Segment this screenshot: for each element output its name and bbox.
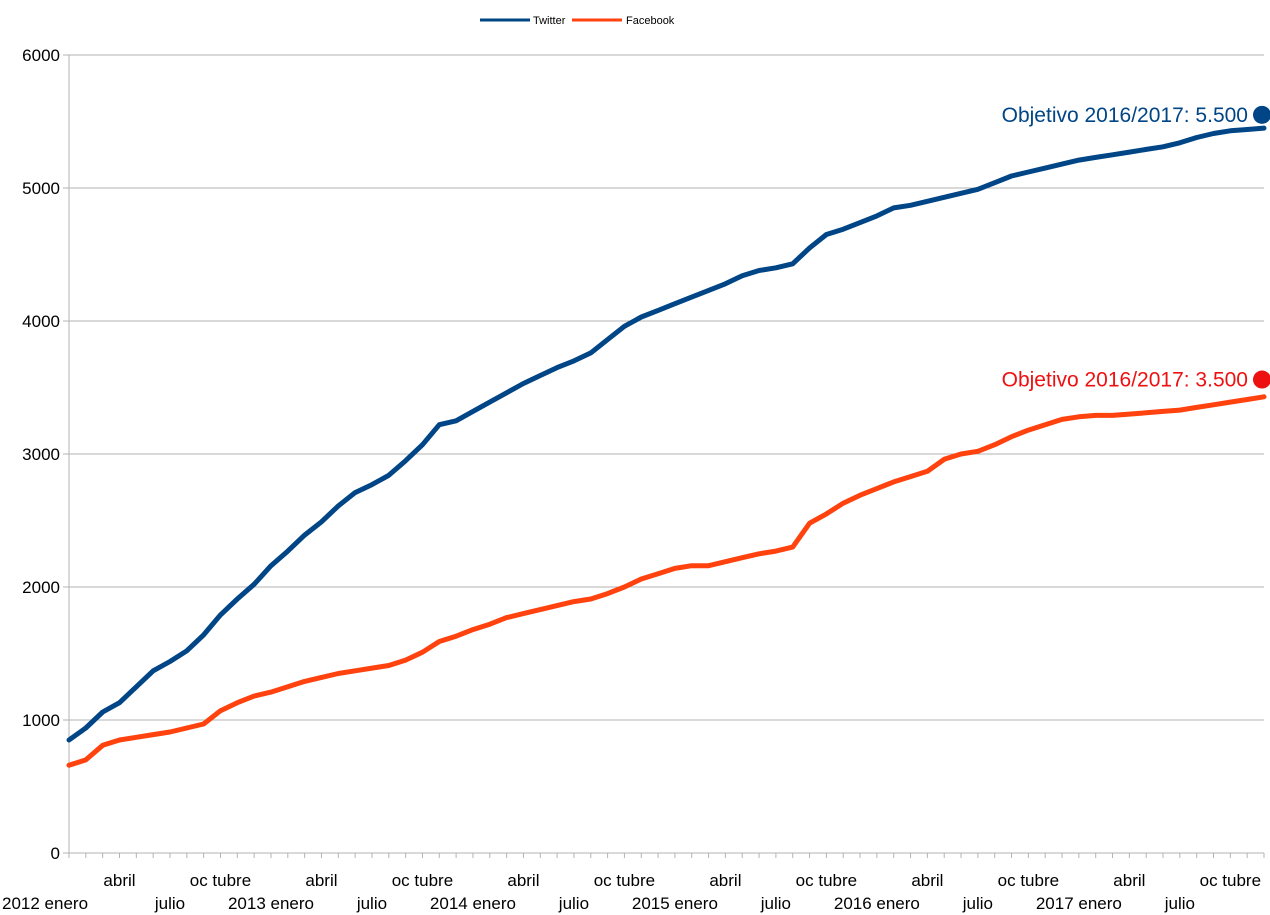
legend-label-facebook: Facebook (626, 15, 675, 27)
y-tick-label-1000: 1000 (22, 711, 60, 730)
legend-item-twitter: Twitter (480, 15, 566, 27)
legend-label-twitter: Twitter (533, 15, 566, 27)
x-tick-label: julio (1164, 894, 1195, 913)
x-tick-label: oc tubre (594, 871, 655, 890)
x-tick-label: julio (558, 894, 589, 913)
x-tick-label: 2012 enero (2, 894, 88, 913)
x-tick-label: oc tubre (796, 871, 857, 890)
y-tick-label-2000: 2000 (22, 578, 60, 597)
x-tick-label: 2013 enero (228, 894, 314, 913)
target-label-twitter: Objetivo 2016/2017: 5.500 (1002, 104, 1248, 127)
y-tick-labels: 0 1000 2000 3000 4000 5000 6000 (22, 46, 69, 863)
x-tick-label: 2017 enero (1036, 894, 1122, 913)
x-tick-label: 2016 enero (834, 894, 920, 913)
x-tick-label: abril (305, 871, 337, 890)
x-tick-label: abril (103, 871, 135, 890)
target-marker-facebook (1253, 370, 1270, 389)
target-label-facebook: Objetivo 2016/2017: 3.500 (1002, 369, 1248, 392)
y-tick-label-4000: 4000 (22, 312, 60, 331)
legend: Twitter Facebook (480, 15, 675, 27)
x-tick-label: oc tubre (190, 871, 251, 890)
x-tick-label: 2014 enero (430, 894, 516, 913)
target-marker-twitter (1253, 105, 1270, 124)
x-tick-label: abril (1113, 871, 1145, 890)
x-tick-label: abril (709, 871, 741, 890)
x-tick-label: abril (507, 871, 539, 890)
series-lines (66, 125, 1267, 768)
grid-lines (69, 54, 1264, 721)
target-annotations: Objetivo 2016/2017: 5.500 Objetivo 2016/2… (1002, 104, 1270, 392)
x-tick-label: oc tubre (1200, 871, 1261, 890)
y-tick-label-0: 0 (51, 844, 60, 863)
legend-item-facebook: Facebook (572, 15, 675, 27)
y-tick-label-5000: 5000 (22, 179, 60, 198)
x-tick-label: abril (911, 871, 943, 890)
y-tick-label-6000: 6000 (22, 46, 60, 65)
x-tick-label: oc tubre (392, 871, 453, 890)
x-tick-label: 2015 enero (632, 894, 718, 913)
x-tick-label: julio (962, 894, 993, 913)
series-line-facebook (66, 394, 1267, 768)
x-tick-label: julio (356, 894, 387, 913)
series-line-twitter (66, 125, 1267, 743)
x-tick-label: oc tubre (998, 871, 1059, 890)
y-tick-label-3000: 3000 (22, 445, 60, 464)
x-tick-labels: 2012 enero abril julio oc tubre 2013 enero ab… (2, 853, 1265, 913)
x-tick-label: julio (760, 894, 791, 913)
x-tick-label: julio (154, 894, 185, 913)
